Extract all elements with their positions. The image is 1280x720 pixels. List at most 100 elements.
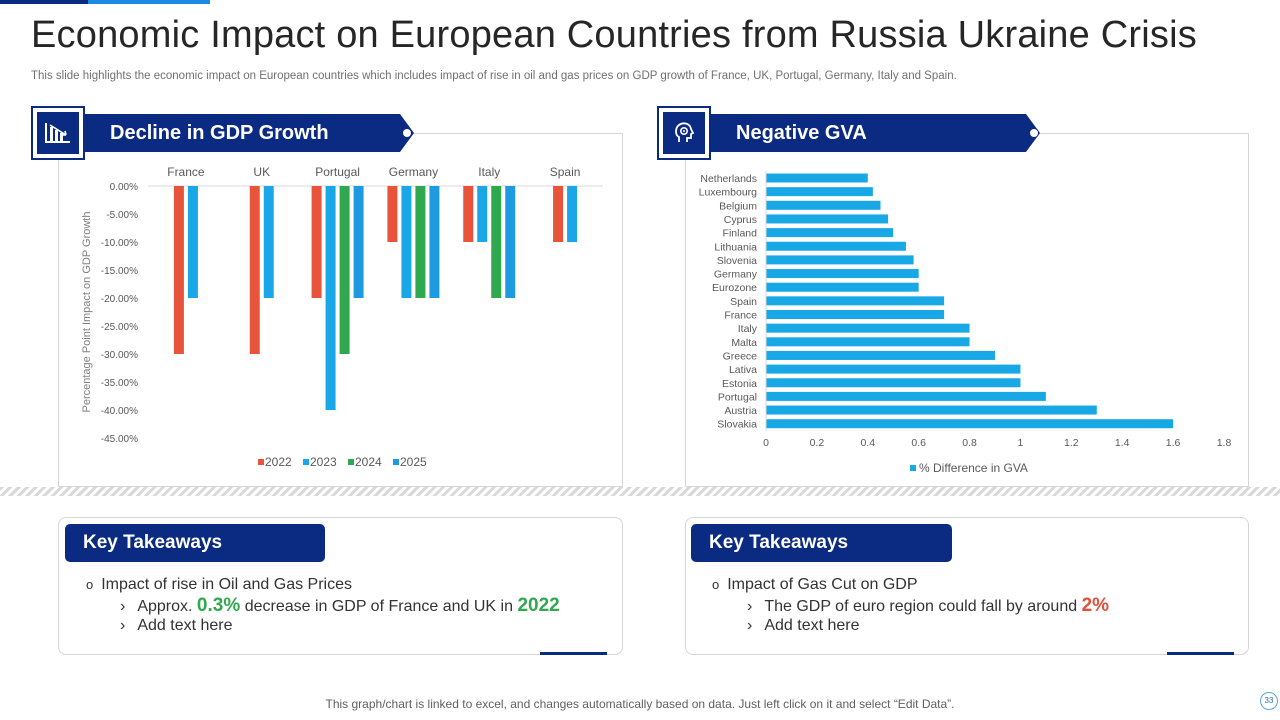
gva-category-label: Austria (724, 405, 757, 417)
gva-category-label: Belgium (719, 200, 757, 212)
gva-xtick-label: 1 (1018, 437, 1024, 449)
takeaways-right-sub1: › The GDP of euro region could fall by ar… (747, 595, 1110, 616)
gva-xtick-label: 1.8 (1217, 437, 1232, 449)
gdp-ylabel: Percentage Point Impact on GDP Growth (81, 212, 93, 413)
gdp-ytick-label: -35.00% (101, 378, 138, 389)
gva-xtick-label: 0.6 (911, 437, 926, 449)
gva-bar-france (766, 310, 945, 319)
takeaways-underline (540, 652, 607, 655)
gva-icon-box (657, 106, 711, 160)
takeaways-underline (1167, 652, 1234, 655)
gva-category-label: Slovakia (717, 419, 757, 431)
gva-category-label: Lithuania (714, 241, 757, 253)
gdp-icon-box (31, 106, 85, 160)
gva-category-label: Netherlands (700, 173, 757, 185)
gva-category-label: Portugal (718, 391, 757, 403)
banner-dot (1029, 128, 1039, 138)
gva-category-label: Spain (730, 296, 757, 308)
gdp-ytick-label: -25.00% (101, 322, 138, 333)
gva-xtick-label: 1.4 (1115, 437, 1130, 449)
gva-category-label: Luxembourg (699, 187, 758, 199)
gdp-legend-label: 2022 (265, 455, 292, 469)
top-accent-bar-light (88, 0, 210, 4)
gva-category-label: Slovenia (717, 255, 757, 267)
gva-bar-greece (766, 350, 995, 360)
gdp-category-label: France (167, 165, 205, 179)
gva-category-label: Germany (714, 269, 758, 281)
divider-stripe (0, 487, 1280, 496)
takeaways-left-sub2: › Add text here (120, 617, 233, 634)
gva-bar-lativa (766, 364, 1021, 374)
gdp-ytick-label: -10.00% (101, 238, 138, 249)
gva-bar-netherlands (766, 173, 868, 183)
gva-bar-italy (766, 323, 970, 333)
gva-bar-lithuania (766, 241, 906, 251)
gva-banner: Negative GVA (710, 114, 1040, 152)
gdp-bar-2025-italy (505, 186, 516, 298)
gva-bar-eurozone (766, 282, 919, 292)
gdp-legend-label: 2023 (310, 455, 337, 469)
gva-bar-slovakia (766, 419, 1174, 429)
gdp-bar-2022-france (173, 186, 184, 354)
gva-legend-label: % Difference in GVA (919, 461, 1028, 475)
gdp-ytick-label: -40.00% (101, 406, 138, 417)
gdp-legend-swatch (393, 459, 399, 465)
gdp-legend-swatch (348, 459, 354, 465)
gva-bar-estonia (766, 378, 1021, 388)
takeaways-left-bullet: o Impact of rise in Oil and Gas Prices (86, 576, 352, 593)
gdp-bar-2023-germany (401, 186, 412, 298)
gdp-bar-2023-portugal (325, 186, 336, 410)
gdp-bar-2024-portugal (339, 186, 350, 354)
takeaways-right-sub2: › Add text here (747, 617, 860, 634)
gva-bar-slovenia (766, 255, 914, 265)
banner-dot (402, 128, 412, 138)
gdp-legend-label: 2025 (400, 455, 427, 469)
gva-bar-cyprus (766, 214, 889, 224)
gva-bar-belgium (766, 200, 881, 210)
gva-bar-luxembourg (766, 187, 873, 197)
gva-category-label: Estonia (722, 378, 757, 390)
gva-bar-germany (766, 269, 919, 279)
gva-category-label: Malta (731, 337, 757, 349)
gva-category-label: Greece (723, 350, 758, 362)
gdp-bar-chart: 0.00% -5.00% -10.00% -15.00% -20.00% -25.00% -… (81, 165, 603, 469)
gdp-bar-2022-uk (249, 186, 260, 354)
gdp-bar-2023-uk (263, 186, 274, 298)
takeaways-left-heading: Key Takeaways (65, 524, 325, 562)
gdp-bar-2023-france (187, 186, 198, 298)
gdp-category-label: Italy (478, 165, 500, 179)
gdp-bar-2024-italy (491, 186, 502, 298)
gdp-category-label: UK (253, 165, 270, 179)
gva-category-label: Lativa (729, 364, 757, 376)
footer-note: This graph/chart is linked to excel, and… (325, 697, 955, 711)
gdp-bar-2025-portugal (353, 186, 364, 298)
gdp-ytick-label: -45.00% (101, 434, 138, 445)
gva-legend-swatch (910, 465, 916, 471)
gdp-ytick-label: -15.00% (101, 266, 138, 277)
gdp-bar-2023-spain (567, 186, 578, 242)
gva-category-label: Italy (738, 323, 758, 335)
gva-category-label: France (724, 310, 757, 322)
gva-bar-portugal (766, 391, 1046, 401)
gdp-legend-swatch (303, 459, 309, 465)
gva-category-label: Eurozone (712, 282, 757, 294)
gdp-category-label: Portugal (315, 165, 360, 179)
head-gear-icon (675, 122, 695, 142)
takeaways-left-sub1: › Approx. 0.3% decrease in GDP of France … (120, 595, 560, 616)
gva-xtick-label: 0.8 (962, 437, 977, 449)
takeaways-right-bullet: o Impact of Gas Cut on GDP (712, 576, 918, 593)
gdp-legend-label: 2024 (355, 455, 382, 469)
takeaways-right-heading: Key Takeaways (691, 524, 952, 562)
gdp-ytick-label: 0.00% (110, 182, 138, 193)
gdp-bar-2022-spain (553, 186, 564, 242)
gva-xtick-label: 1.2 (1064, 437, 1079, 449)
gdp-bar-2023-italy (477, 186, 488, 242)
gdp-ytick-label: -20.00% (101, 294, 138, 305)
gva-xtick-label: 0.2 (810, 437, 825, 449)
gva-bar-finland (766, 228, 894, 238)
gdp-category-label: Spain (550, 165, 581, 179)
gva-bar-austria (766, 405, 1097, 415)
gdp-ytick-label: -5.00% (106, 210, 138, 221)
